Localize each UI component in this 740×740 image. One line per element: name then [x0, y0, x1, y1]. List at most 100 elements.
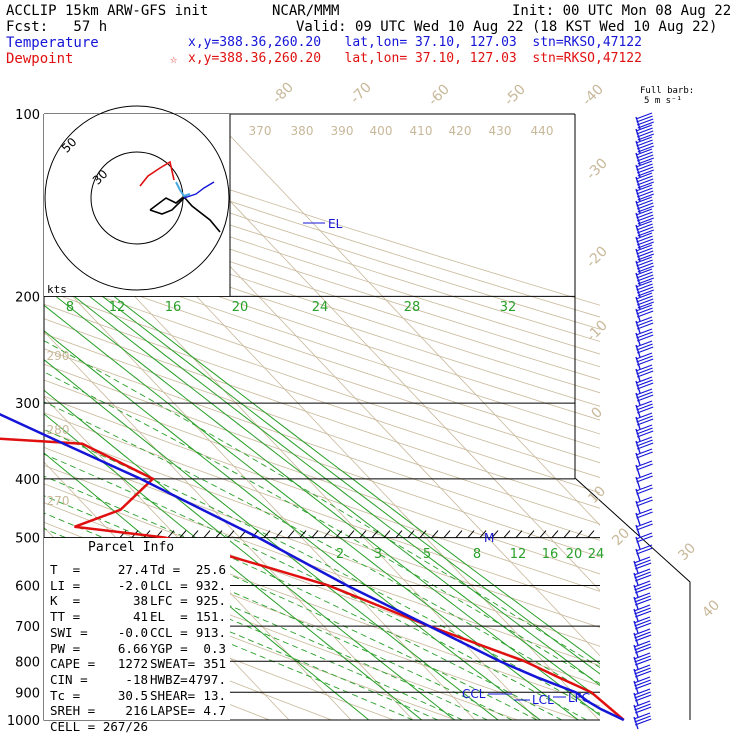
- isotherm: [44, 265, 476, 720]
- mixing-ratio-label: 20: [566, 547, 583, 562]
- parcel-value-left: -18: [125, 671, 148, 687]
- wind-barb-feather: [634, 574, 652, 582]
- parcel-label-right: SHEAR=: [150, 687, 196, 703]
- tropopause-hatch: [371, 530, 379, 538]
- parcel-value-right: 4.7: [203, 703, 226, 719]
- wind-barb-feather: [637, 205, 655, 213]
- wind-barb-feather: [636, 247, 653, 255]
- wind-barb-feather: [636, 487, 653, 495]
- parcel-value-left: 6.66: [117, 640, 148, 656]
- tropopause-hatch: [539, 530, 547, 538]
- wind-barb-feather: [636, 451, 653, 459]
- tropopause-hatch: [179, 530, 187, 538]
- wind-barb-feather: [634, 631, 651, 639]
- wind-barb-feather: [637, 181, 655, 189]
- tropopause-hatch: [515, 530, 523, 538]
- wind-barb-feather: [636, 202, 654, 210]
- wind-barb-feather: [636, 178, 654, 186]
- wind-barb-feather: [636, 262, 654, 270]
- pressure-label: 500: [15, 532, 40, 547]
- wind-barb-feather: [637, 277, 655, 285]
- wind-barb-feather: [636, 295, 653, 303]
- tropopause-hatch: [527, 530, 535, 538]
- wind-barb-feather: [636, 331, 653, 339]
- wind-barb-feather: [637, 193, 655, 201]
- tropopause-hatch: [215, 530, 223, 538]
- wind-barb-feather: [635, 268, 653, 276]
- pressure-label: 700: [15, 620, 40, 635]
- pressure-label: 900: [15, 686, 40, 701]
- dry-adiabat: [44, 222, 600, 407]
- wind-barb-feather: [635, 532, 653, 540]
- wind-barb-feather: [637, 217, 655, 225]
- wind-barb-feather: [634, 679, 651, 687]
- mixing-ratio-label: 12: [510, 547, 527, 562]
- wind-barb-feather: [636, 334, 654, 342]
- wind-barb-feather: [635, 304, 653, 312]
- pressure-label: 800: [15, 655, 40, 670]
- moist-adiabat: [44, 428, 600, 715]
- theta-label: 370: [249, 124, 272, 138]
- forecast-hour: Fcst: 57 h: [6, 19, 108, 35]
- parcel-value-right: 13.: [203, 687, 226, 703]
- wind-barb-feather: [633, 568, 651, 576]
- wind-barb-feather: [634, 610, 652, 618]
- mixing-ratio-label: 2: [336, 547, 344, 562]
- wind-barb-feather: [637, 301, 655, 309]
- isotherm-label: -70: [347, 79, 374, 106]
- dry-adiabat: [44, 412, 600, 610]
- wind-barb-feather: [636, 271, 653, 279]
- wind-barb-feather: [636, 547, 653, 555]
- moist-adiabat: [44, 340, 600, 669]
- wind-barb-feather: [636, 415, 653, 423]
- wind-barb-feather: [636, 406, 654, 414]
- parcel-value-left: 1272: [117, 656, 148, 672]
- wind-barb-feather: [633, 592, 651, 600]
- wind-barb-feather: [634, 670, 652, 678]
- wind-barb-feather: [637, 169, 655, 177]
- tropopause-hatch: [203, 530, 211, 538]
- wind-barb-feather: [634, 571, 651, 579]
- isotherm-label: 20: [609, 525, 633, 549]
- wind-barb-feather: [636, 235, 653, 243]
- temperature-line: [0, 412, 625, 722]
- dry-adiabat: [44, 379, 600, 575]
- tropopause-hatch: [275, 530, 283, 538]
- wind-barb-feather: [635, 460, 653, 468]
- wind-barb-feather: [636, 442, 654, 450]
- tropopause-hatch: [431, 530, 439, 538]
- wind-barb-feather: [637, 241, 655, 249]
- wind-barb-feather: [636, 211, 653, 219]
- parcel-label-left: LI =: [50, 577, 81, 593]
- wind-barb-feather: [636, 355, 653, 363]
- wind-barb-feather: [636, 358, 654, 366]
- wind-barb-feather: [636, 379, 653, 387]
- pressure-label: 200: [15, 290, 40, 305]
- wind-barb-feather: [636, 523, 653, 531]
- wind-barb-feather: [635, 124, 653, 132]
- wind-barb-feather: [634, 634, 652, 642]
- hodograph-trace-upper: [139, 160, 175, 187]
- mixing-ratio-label: 3: [374, 547, 382, 562]
- plot-frame-right: [574, 114, 691, 720]
- dewpoint-legend-label: Dewpoint: [6, 51, 74, 67]
- wind-barb-feather: [633, 604, 651, 612]
- isotherm: [147, 114, 600, 592]
- wind-barb-feather: [635, 208, 653, 216]
- wind-barb-feather: [634, 559, 651, 567]
- isotherm: [44, 330, 414, 720]
- parcel-label-left: K =: [50, 593, 81, 609]
- wind-barb-feather: [636, 130, 654, 138]
- wind-barb-feather: [634, 655, 651, 663]
- wind-barb-feather: [636, 370, 654, 378]
- parcel-value-right: 151.: [195, 609, 226, 625]
- parcel-label-right: EL =: [150, 609, 188, 625]
- tropopause-hatch: [347, 530, 355, 538]
- wind-barb-feather: [635, 148, 653, 156]
- wind-barb-feather: [635, 400, 653, 408]
- hodograph-trace-cyan: [175, 181, 191, 198]
- wind-barb-feather: [633, 712, 651, 720]
- wind-barb-feather: [636, 343, 653, 351]
- wind-barb-feather: [636, 274, 654, 282]
- wind-barb-feather: [636, 226, 654, 234]
